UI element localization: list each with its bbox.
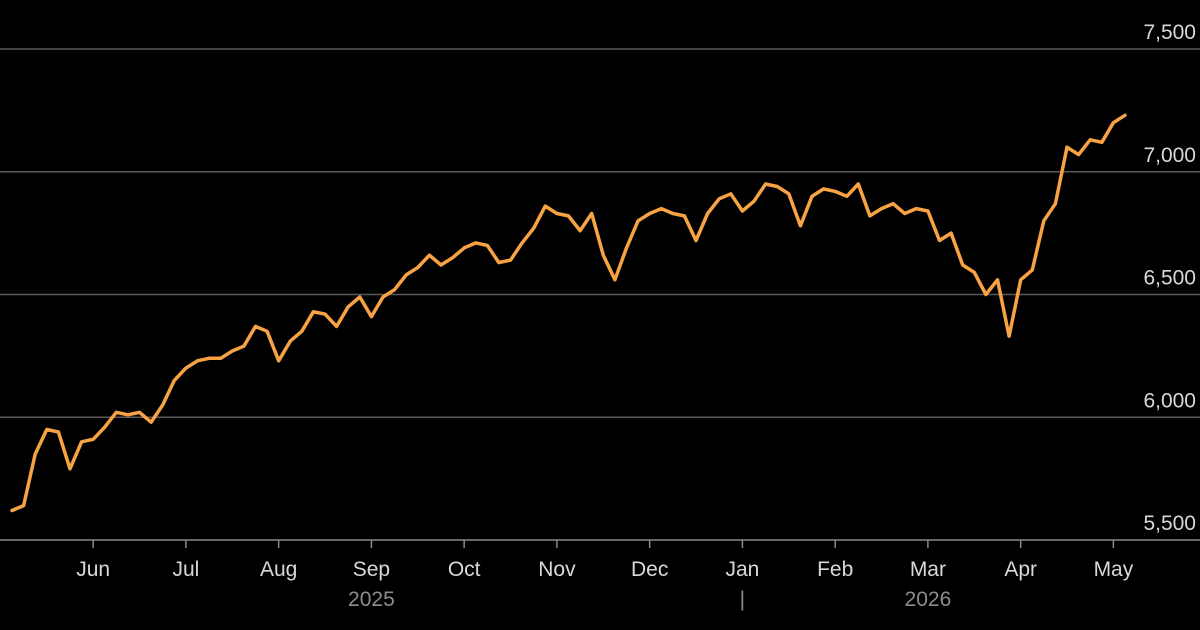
x-tick-label: Aug: [260, 558, 297, 581]
y-tick-label: 6,000: [1143, 389, 1196, 412]
y-tick-label: 5,500: [1143, 512, 1196, 535]
y-tick-label: 6,500: [1143, 267, 1196, 290]
x-tick-label: May: [1094, 558, 1134, 581]
x-tick-label: Sep: [353, 558, 390, 581]
x-tick-label: Nov: [538, 558, 576, 581]
y-tick-label: 7,000: [1143, 144, 1196, 167]
x-tick-label: Dec: [631, 558, 668, 581]
x-tick-label: Jan: [725, 558, 759, 581]
x-tick-label: Oct: [448, 558, 481, 581]
x-tick-label: Jul: [172, 558, 199, 581]
year-divider: |: [740, 588, 745, 611]
price-line: [10, 113, 1127, 513]
year-label: 2026: [905, 588, 952, 611]
y-tick-label: 7,500: [1143, 21, 1196, 44]
x-tick-label: Apr: [1004, 558, 1037, 581]
x-tick-label: Jun: [76, 558, 110, 581]
year-label: 2025: [348, 588, 395, 611]
x-tick-label: Mar: [910, 558, 946, 581]
x-tick-label: Feb: [817, 558, 853, 581]
